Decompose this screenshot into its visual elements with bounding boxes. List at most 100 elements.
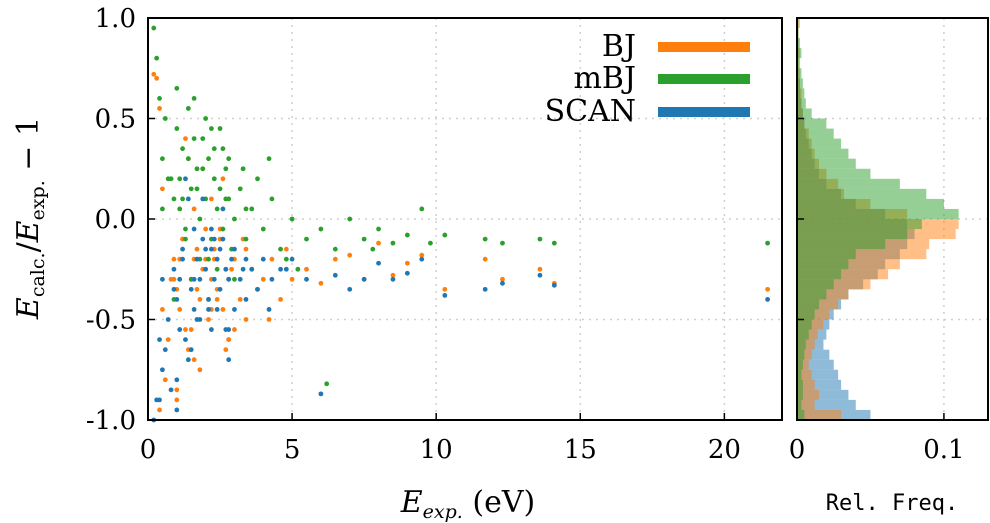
point-mbj: [537, 236, 543, 242]
point-scan: [188, 347, 194, 353]
histogram-bar-mbj: [797, 289, 827, 300]
histogram-bar-mbj: [797, 219, 922, 230]
histogram-bar-mbj: [797, 158, 856, 169]
point-mbj: [255, 176, 260, 182]
point-scan: [171, 286, 177, 292]
point-scan: [223, 327, 229, 332]
histogram-bar-mbj: [797, 208, 959, 219]
point-scan: [171, 266, 177, 272]
histogram-bar-bj: [797, 269, 889, 280]
point-bj: [165, 337, 171, 342]
point-scan: [500, 280, 505, 286]
x-axis-label: Eexp. (eV): [400, 485, 535, 523]
point-scan: [191, 276, 197, 282]
point-scan: [188, 286, 194, 292]
point-scan: [211, 236, 217, 242]
histogram-bar-mbj: [797, 168, 871, 179]
point-mbj: [200, 136, 206, 142]
point-mbj: [295, 266, 301, 272]
point-scan: [223, 266, 229, 272]
point-mbj: [180, 146, 185, 152]
point-scan: [226, 276, 232, 282]
point-scan: [194, 317, 200, 322]
histogram-bar-mbj: [797, 118, 827, 129]
y-axis-label-denominator: E: [11, 220, 46, 243]
point-scan: [160, 276, 165, 282]
point-mbj: [318, 226, 324, 232]
point-mbj: [220, 146, 226, 152]
point-bj: [482, 256, 488, 262]
histogram-bar-mbj: [797, 188, 927, 199]
y-axis-label-suffix: − 1: [11, 117, 46, 180]
legend-label-bj: BJ: [602, 29, 636, 64]
point-scan: [180, 246, 185, 252]
point-mbj: [266, 156, 272, 162]
point-scan: [157, 337, 162, 342]
point-mbj: [174, 126, 180, 131]
point-mbj: [206, 156, 211, 162]
point-scan: [206, 297, 211, 302]
legend-swatch-mbj: [658, 74, 750, 84]
histogram-bar-mbj: [797, 379, 803, 390]
legend: BJ mBJ SCAN: [545, 29, 750, 129]
histogram-bar-scan: [797, 369, 839, 380]
point-mbj: [500, 240, 505, 246]
point-mbj: [283, 256, 289, 262]
y-tick-label: 0.5: [95, 105, 136, 135]
point-bj: [765, 286, 770, 292]
point-scan: [180, 256, 185, 262]
point-mbj: [442, 232, 448, 238]
point-scan: [269, 276, 275, 282]
point-scan: [390, 276, 396, 282]
point-bj: [177, 307, 183, 312]
point-bj: [214, 297, 220, 302]
point-mbj: [188, 186, 194, 192]
point-scan: [200, 196, 206, 202]
point-mbj: [482, 236, 488, 242]
histogram-bar-bj: [797, 389, 820, 400]
histogram-bar-bj: [797, 399, 815, 410]
point-mbj: [185, 106, 191, 111]
point-scan: [197, 276, 203, 282]
point-bj: [347, 252, 353, 258]
point-scan: [214, 307, 220, 312]
point-mbj: [765, 240, 770, 246]
histogram-bar-mbj: [797, 309, 815, 320]
point-scan: [214, 256, 220, 262]
point-mbj: [214, 266, 220, 272]
point-mbj: [217, 186, 223, 192]
histogram-bar-mbj: [797, 229, 908, 240]
point-scan: [249, 266, 255, 272]
point-scan: [304, 276, 309, 282]
point-bj: [209, 196, 214, 202]
point-scan: [332, 272, 338, 278]
point-scan: [376, 260, 381, 266]
point-scan: [162, 347, 168, 353]
point-mbj: [551, 240, 557, 246]
point-mbj: [232, 216, 237, 222]
point-mbj: [194, 186, 200, 192]
point-scan: [209, 246, 214, 252]
point-scan: [194, 256, 200, 262]
hist-x-tick-label: 0: [789, 435, 806, 465]
y-tick-label: 1.0: [95, 4, 136, 34]
y-axis-label-denominator-subscript: exp.: [27, 180, 49, 220]
point-bj: [226, 337, 232, 342]
histogram-bar-mbj: [797, 128, 834, 139]
point-mbj: [185, 156, 191, 162]
point-mbj: [168, 176, 174, 182]
point-bj: [157, 407, 162, 413]
point-mbj: [249, 206, 255, 212]
point-bj: [197, 367, 203, 373]
histogram-bar-bj: [797, 369, 812, 380]
histogram-bar-mbj: [797, 329, 809, 340]
tick-labels: 0 5 10 15 20 -1.0 -0.5 0.0 0.5 1.0 0 0.1: [86, 4, 965, 465]
point-mbj: [154, 55, 160, 61]
histogram-bar-scan: [797, 389, 849, 400]
point-scan: [551, 282, 557, 288]
point-bj: [332, 256, 338, 262]
histogram-bar-mbj: [797, 249, 856, 260]
point-mbj: [174, 85, 180, 91]
point-bj: [237, 297, 243, 302]
point-bj: [191, 357, 197, 363]
